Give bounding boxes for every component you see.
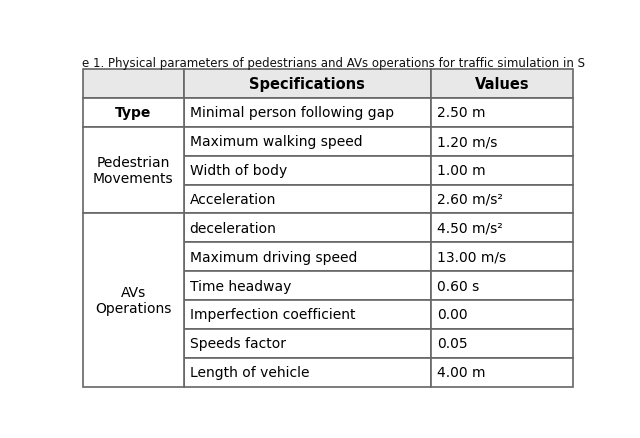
Text: Length of vehicle: Length of vehicle — [189, 365, 309, 379]
Bar — [431, 214, 573, 243]
Text: Width of body: Width of body — [189, 164, 287, 178]
Bar — [83, 214, 184, 387]
Text: Time headway: Time headway — [189, 279, 291, 293]
Bar — [184, 243, 431, 272]
Bar — [184, 272, 431, 300]
Text: AVs
Operations: AVs Operations — [95, 285, 172, 315]
Text: 13.00 m/s: 13.00 m/s — [437, 250, 506, 264]
Text: 0.60 s: 0.60 s — [437, 279, 479, 293]
Bar — [184, 99, 431, 127]
Bar — [83, 127, 184, 214]
Text: Values: Values — [475, 77, 529, 92]
Bar — [184, 127, 431, 156]
Text: 4.50 m/s²: 4.50 m/s² — [437, 221, 503, 235]
Text: Pedestrian
Movements: Pedestrian Movements — [93, 155, 173, 186]
Bar — [184, 300, 431, 329]
Text: 2.60 m/s²: 2.60 m/s² — [437, 193, 503, 206]
Bar — [431, 272, 573, 300]
Bar — [83, 99, 184, 127]
Text: 0.05: 0.05 — [437, 336, 468, 350]
Text: deceleration: deceleration — [189, 221, 276, 235]
Bar — [431, 358, 573, 387]
Bar — [431, 70, 573, 99]
Text: Maximum driving speed: Maximum driving speed — [189, 250, 357, 264]
Text: Minimal person following gap: Minimal person following gap — [189, 106, 394, 120]
Bar — [184, 329, 431, 358]
Bar — [184, 70, 431, 99]
Text: Type: Type — [115, 106, 152, 120]
Text: e 1. Physical parameters of pedestrians and AVs operations for traffic simulatio: e 1. Physical parameters of pedestrians … — [81, 57, 584, 70]
Text: 2.50 m: 2.50 m — [437, 106, 486, 120]
Text: Speeds factor: Speeds factor — [189, 336, 285, 350]
Bar — [431, 243, 573, 272]
Bar — [431, 156, 573, 185]
Bar — [431, 185, 573, 214]
Bar — [431, 127, 573, 156]
Text: Specifications: Specifications — [249, 77, 365, 92]
Bar — [184, 185, 431, 214]
Bar — [431, 99, 573, 127]
Text: Maximum walking speed: Maximum walking speed — [189, 135, 362, 149]
Text: 1.20 m/s: 1.20 m/s — [437, 135, 497, 149]
Bar — [184, 156, 431, 185]
Text: Imperfection coefficient: Imperfection coefficient — [189, 308, 355, 321]
Bar — [184, 214, 431, 243]
Text: 1.00 m: 1.00 m — [437, 164, 486, 178]
Text: Acceleration: Acceleration — [189, 193, 276, 206]
Text: 4.00 m: 4.00 m — [437, 365, 486, 379]
Bar — [431, 300, 573, 329]
Bar — [83, 70, 184, 99]
Bar — [431, 329, 573, 358]
Bar — [184, 358, 431, 387]
Text: 0.00: 0.00 — [437, 308, 468, 321]
